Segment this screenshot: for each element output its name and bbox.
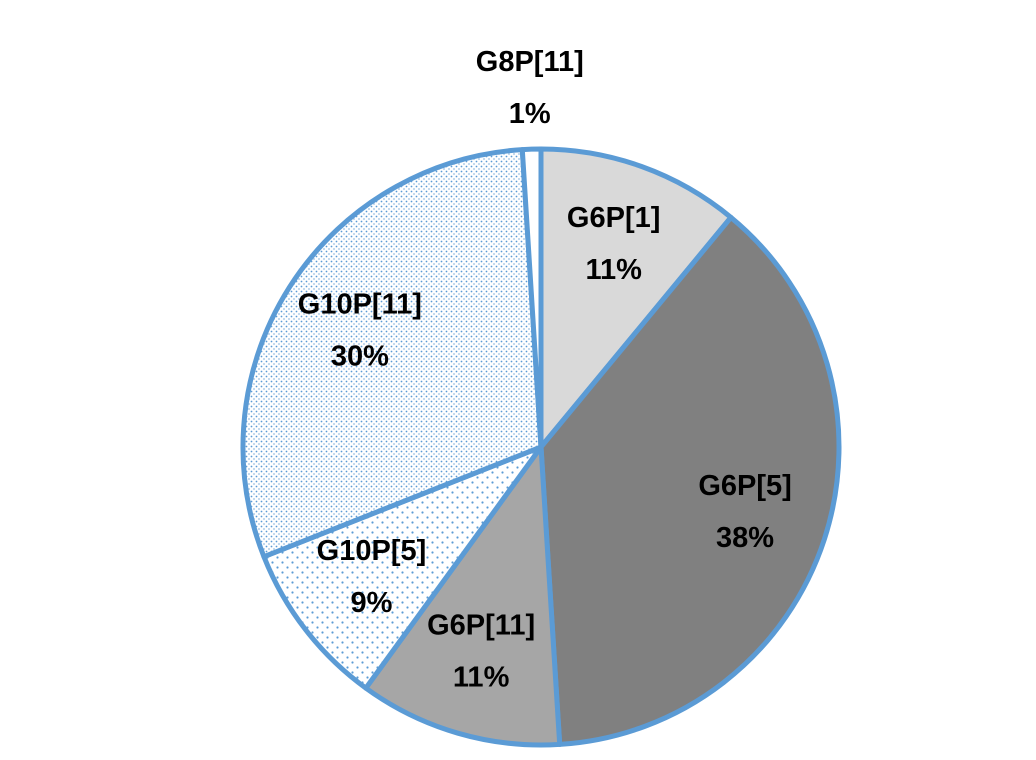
- slice-value-label: 11%: [453, 662, 510, 694]
- pie-slice: [261, 444, 544, 691]
- slice-label: G10P[11]: [298, 289, 422, 321]
- slice-label: G10P[5]: [317, 535, 427, 567]
- slice-value-label: 11%: [585, 254, 642, 286]
- slice-label: G6P[1]: [567, 202, 660, 234]
- slice-label: G6P[5]: [698, 470, 791, 502]
- pie-slice: [363, 444, 563, 748]
- slice-value-label: 38%: [716, 522, 774, 554]
- slice-label: G6P[11]: [427, 610, 535, 642]
- pie-slice: [538, 214, 842, 747]
- slice-value-label: 9%: [351, 587, 393, 619]
- pie-slice: [538, 146, 734, 450]
- slice-label: G8P[11]: [476, 46, 584, 78]
- slice-value-label: 1%: [509, 98, 551, 130]
- pie-slice: [519, 146, 544, 450]
- slice-value-label: 30%: [331, 341, 389, 373]
- pie-slice: [240, 147, 544, 560]
